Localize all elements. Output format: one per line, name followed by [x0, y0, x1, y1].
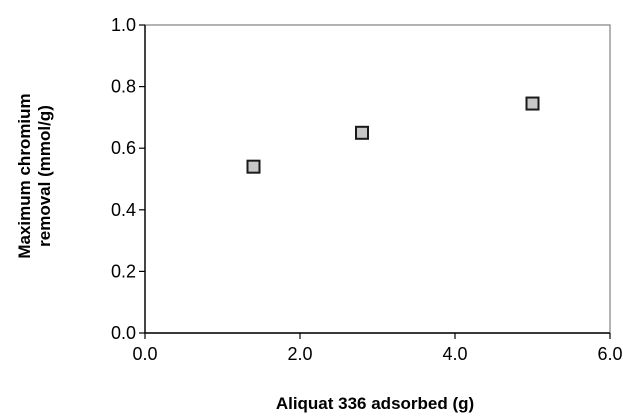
- y-axis-ticks: 0.0 0.2 0.4 0.6 0.8 1.0: [111, 15, 145, 343]
- y-axis-title-line-2: removal (mmol/g): [35, 105, 54, 247]
- x-tick-label: 0.0: [132, 344, 157, 364]
- y-tick-label: 0.8: [111, 77, 136, 97]
- plot-area-frame: [144, 24, 611, 334]
- y-tick-label: 1.0: [111, 15, 136, 35]
- data-point: [355, 125, 369, 140]
- y-tick-label: 0.0: [111, 323, 136, 343]
- y-axis-title-line-1: Maximum chromium: [15, 93, 34, 258]
- x-tick-label: 4.0: [442, 344, 467, 364]
- data-point: [246, 159, 261, 174]
- y-tick-label: 0.4: [111, 200, 136, 220]
- y-axis-title: Maximum chromium removal (mmol/g): [15, 93, 54, 258]
- data-points: [246, 96, 540, 174]
- x-axis-title: Aliquat 336 adsorbed (g): [276, 394, 474, 413]
- x-tick-label: 6.0: [597, 344, 622, 364]
- x-tick-label: 2.0: [287, 344, 312, 364]
- y-tick-label: 0.6: [111, 138, 136, 158]
- y-tick-label: 0.2: [111, 261, 136, 281]
- data-point: [525, 96, 540, 111]
- x-axis-ticks: 0.0 2.0 4.0 6.0: [132, 333, 623, 364]
